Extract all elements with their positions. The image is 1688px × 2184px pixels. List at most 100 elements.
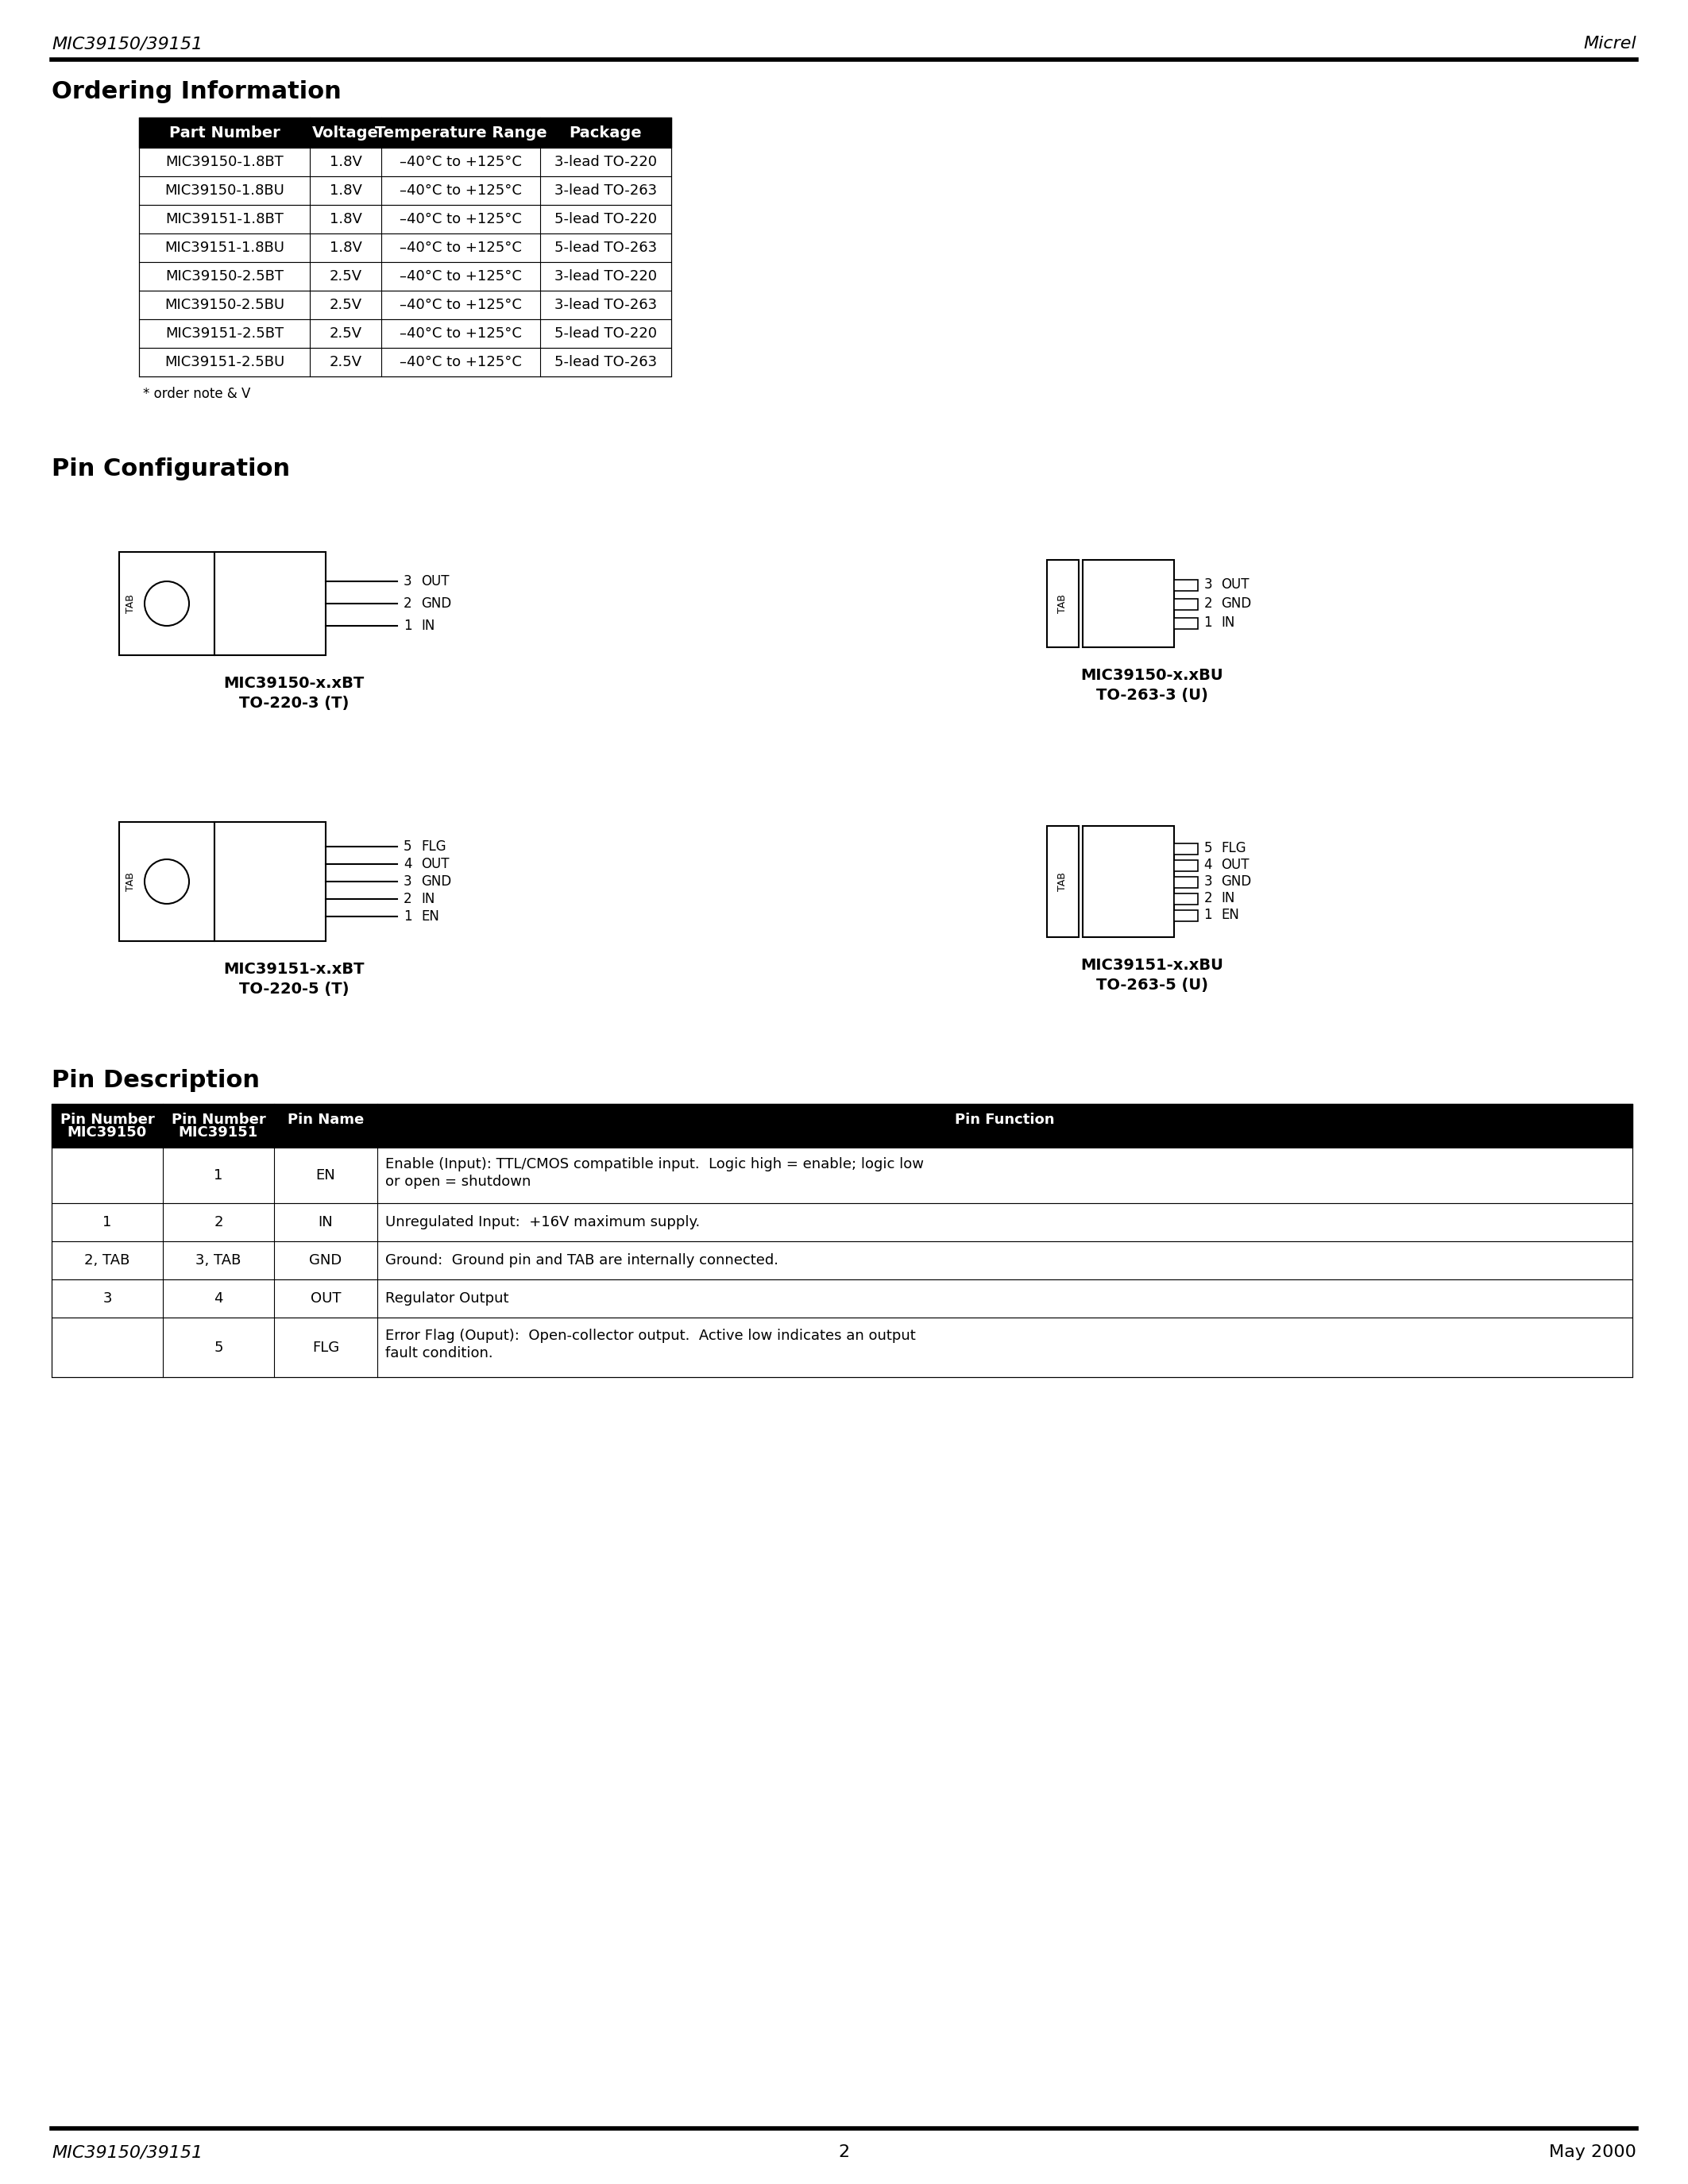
Text: Pin Name: Pin Name	[287, 1112, 365, 1127]
Bar	[138, 319, 672, 347]
Text: Part Number: Part Number	[169, 124, 280, 140]
Text: –40°C to +125°C: –40°C to +125°C	[400, 183, 522, 199]
Text: –40°C to +125°C: –40°C to +125°C	[400, 356, 522, 369]
Bar	[138, 347, 672, 376]
Text: IN: IN	[420, 618, 436, 633]
Bar	[1173, 618, 1197, 629]
Text: 3: 3	[1204, 577, 1212, 592]
Text: OUT: OUT	[311, 1291, 341, 1306]
Text: 1: 1	[1204, 909, 1212, 922]
Bar	[1173, 579, 1197, 592]
Text: 2.5V: 2.5V	[329, 325, 361, 341]
Text: 2: 2	[1204, 596, 1212, 612]
Text: GND: GND	[1222, 874, 1252, 889]
Text: TO-220-3 (T): TO-220-3 (T)	[240, 695, 349, 710]
Text: 3: 3	[403, 574, 412, 587]
Text: Temperature Range: Temperature Range	[375, 124, 547, 140]
Text: 1.8V: 1.8V	[329, 240, 361, 256]
Text: MIC39151-2.5BT: MIC39151-2.5BT	[165, 325, 284, 341]
Bar	[214, 553, 326, 655]
Text: MIC39151-2.5BU: MIC39151-2.5BU	[164, 356, 285, 369]
Bar	[52, 1317, 1632, 1378]
Text: OUT: OUT	[420, 856, 449, 871]
Bar	[138, 177, 672, 205]
Text: –40°C to +125°C: –40°C to +125°C	[400, 325, 522, 341]
Text: MIC39151-1.8BT: MIC39151-1.8BT	[165, 212, 284, 227]
Text: –40°C to +125°C: –40°C to +125°C	[400, 240, 522, 256]
Text: MIC39151-1.8BU: MIC39151-1.8BU	[164, 240, 284, 256]
Text: GND: GND	[420, 874, 451, 889]
Text: MIC39150/39151: MIC39150/39151	[52, 2145, 203, 2160]
Bar	[1082, 826, 1173, 937]
Text: –40°C to +125°C: –40°C to +125°C	[400, 155, 522, 168]
Text: 4: 4	[403, 856, 412, 871]
Text: TAB: TAB	[1057, 871, 1067, 891]
Text: 5-lead TO-220: 5-lead TO-220	[554, 325, 657, 341]
Bar	[52, 1203, 1632, 1241]
Text: EN: EN	[420, 909, 439, 924]
Text: 2.5V: 2.5V	[329, 269, 361, 284]
Text: Pin Function: Pin Function	[955, 1112, 1055, 1127]
Text: EN: EN	[316, 1168, 336, 1182]
Text: 2: 2	[403, 596, 412, 612]
Text: FLG: FLG	[420, 839, 446, 854]
Bar	[52, 1241, 1632, 1280]
Bar	[1173, 911, 1197, 922]
Text: 3-lead TO-263: 3-lead TO-263	[554, 297, 657, 312]
Text: MIC39151: MIC39151	[179, 1125, 258, 1140]
Text: Enable (Input): TTL/CMOS compatible input.  Logic high = enable; logic low: Enable (Input): TTL/CMOS compatible inpu…	[385, 1158, 923, 1171]
Text: 3: 3	[403, 874, 412, 889]
Bar	[1173, 876, 1197, 889]
Text: Micrel: Micrel	[1583, 35, 1636, 52]
Text: 2: 2	[1204, 891, 1212, 906]
Text: 4: 4	[1204, 858, 1212, 871]
Bar	[138, 118, 672, 149]
Text: fault condition.: fault condition.	[385, 1345, 493, 1361]
Bar	[138, 149, 672, 177]
Text: Pin Configuration: Pin Configuration	[52, 456, 290, 480]
Text: Pin Number: Pin Number	[61, 1112, 154, 1127]
Bar	[52, 1147, 1632, 1203]
Text: 1.8V: 1.8V	[329, 212, 361, 227]
Text: Voltage: Voltage	[312, 124, 378, 140]
Text: –40°C to +125°C: –40°C to +125°C	[400, 212, 522, 227]
Text: MIC39150-2.5BT: MIC39150-2.5BT	[165, 269, 284, 284]
Text: Unregulated Input:  +16V maximum supply.: Unregulated Input: +16V maximum supply.	[385, 1214, 701, 1230]
Bar	[214, 821, 326, 941]
Text: 4: 4	[214, 1291, 223, 1306]
Text: Package: Package	[569, 124, 641, 140]
Text: Pin Description: Pin Description	[52, 1068, 260, 1092]
Bar	[120, 821, 214, 941]
Text: 2.5V: 2.5V	[329, 297, 361, 312]
Text: OUT: OUT	[1222, 858, 1249, 871]
Text: IN: IN	[1222, 891, 1236, 906]
Text: GND: GND	[309, 1254, 343, 1267]
Bar	[138, 205, 672, 234]
Text: MIC39150-x.xBU: MIC39150-x.xBU	[1080, 668, 1224, 684]
Text: MIC39151-x.xBT: MIC39151-x.xBT	[223, 961, 365, 976]
Text: MIC39150-1.8BT: MIC39150-1.8BT	[165, 155, 284, 168]
Text: 1.8V: 1.8V	[329, 155, 361, 168]
Text: 2: 2	[214, 1214, 223, 1230]
Text: Ground:  Ground pin and TAB are internally connected.: Ground: Ground pin and TAB are internall…	[385, 1254, 778, 1267]
Bar	[120, 553, 214, 655]
Text: EN: EN	[1222, 909, 1239, 922]
Text: 3: 3	[1204, 874, 1212, 889]
Text: Error Flag (Ouput):  Open-collector output.  Active low indicates an output: Error Flag (Ouput): Open-collector outpu…	[385, 1328, 915, 1343]
Text: May 2000: May 2000	[1550, 2145, 1636, 2160]
Text: Regulator Output: Regulator Output	[385, 1291, 508, 1306]
Text: TAB: TAB	[127, 871, 137, 891]
Bar	[1047, 559, 1079, 646]
Text: OUT: OUT	[420, 574, 449, 587]
Text: 2: 2	[837, 2145, 849, 2160]
Text: MIC39150/39151: MIC39150/39151	[52, 35, 203, 52]
Text: IN: IN	[420, 891, 436, 906]
Text: IN: IN	[1222, 616, 1236, 629]
Text: 2: 2	[403, 891, 412, 906]
Text: 1: 1	[403, 909, 412, 924]
Text: Pin Number: Pin Number	[170, 1112, 265, 1127]
Text: 3-lead TO-220: 3-lead TO-220	[554, 155, 657, 168]
Text: 1: 1	[403, 618, 412, 633]
Text: TO-220-5 (T): TO-220-5 (T)	[240, 981, 349, 996]
Bar	[138, 290, 672, 319]
